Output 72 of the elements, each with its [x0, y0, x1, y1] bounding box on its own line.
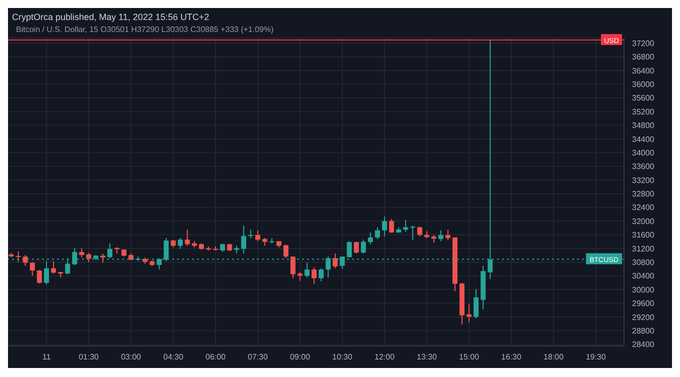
x-tick-label: 19:30: [586, 352, 606, 362]
candlestick: [100, 252, 106, 264]
y-tick-label: 34800: [632, 121, 655, 130]
x-tick-label: 04:30: [163, 352, 184, 362]
x-tick-label: 01:30: [78, 352, 100, 362]
candlestick: [312, 266, 317, 284]
y-tick-label: 30400: [632, 272, 655, 281]
y-tick-label: 34000: [632, 148, 655, 158]
candlestick: [466, 304, 472, 323]
candlestick: [51, 260, 56, 274]
y-tick-label: 32000: [632, 216, 655, 226]
candlestick: [474, 288, 479, 319]
candlestick: [354, 242, 359, 254]
x-tick-label: 06:00: [206, 352, 226, 362]
candlestick: [248, 229, 254, 239]
x-tick-label: 11: [42, 352, 52, 362]
candlestick: [16, 250, 21, 263]
x-tick-label: 13:30: [416, 352, 438, 362]
candlestick: [241, 225, 246, 254]
y-tick-label: 36400: [632, 66, 655, 76]
candlestick: [389, 218, 394, 234]
y-tick-label: 29600: [632, 299, 655, 308]
y-tick-label: 33600: [632, 162, 655, 172]
x-tick-label: 15:00: [459, 352, 480, 362]
y-tick-label: 36800: [632, 52, 655, 62]
candlestick: [318, 268, 324, 282]
y-tick-label: 29200: [632, 312, 655, 322]
candlestick: [438, 230, 444, 242]
chart-title: CryptOrca published, May 11, 2022 15:56 UTC+2: [11, 11, 210, 22]
candlestick: [290, 256, 296, 279]
chart-subtitle: Bitcoin / U.S. Dollar, 15 O30501 H37290 L30303 C30885 +333 (+1.09%): [15, 24, 275, 34]
candlestick: [403, 220, 408, 232]
x-tick-label: 07:30: [248, 352, 268, 362]
candlestick: [445, 229, 450, 241]
y-tick-label: 32400: [632, 203, 655, 212]
y-tick-label: 31200: [632, 244, 655, 254]
x-tick-label: 10:30: [332, 352, 353, 362]
candlestick: [382, 216, 388, 237]
candlestick: [36, 269, 42, 284]
candlestick: [44, 260, 49, 285]
candlestick: [368, 232, 373, 245]
x-tick-label: 16:30: [501, 352, 522, 362]
y-tick-label: 37200: [632, 38, 655, 48]
y-tick-label: 28400: [632, 340, 655, 350]
y-tick-label: 33200: [632, 176, 655, 185]
candlestick: [178, 238, 183, 250]
x-tick-label: 03:00: [120, 352, 142, 362]
y-tick-label: 30800: [632, 258, 655, 267]
candlestick: [360, 239, 366, 254]
candlestick: [374, 226, 380, 240]
y-tick-label: 31600: [632, 230, 655, 240]
candlestick: [332, 252, 338, 269]
candlestick: [79, 247, 84, 258]
x-tick-label: 18:00: [544, 352, 564, 362]
y-tick-label: 36000: [632, 80, 655, 90]
candlestick: [255, 230, 260, 242]
candlestick: [304, 262, 310, 278]
x-tick-label: 09:00: [290, 352, 311, 362]
candlestick: [86, 252, 92, 263]
y-tick-label: 34400: [632, 134, 655, 144]
y-tick-label: 30000: [632, 285, 655, 294]
candlestick: [30, 262, 35, 276]
y-tick-label: 28800: [632, 326, 655, 336]
x-tick-label: 12:00: [374, 352, 396, 362]
candlestick: [283, 244, 288, 259]
y-tick-label: 35200: [632, 107, 655, 116]
candlestick: [410, 225, 416, 241]
candlestick: [184, 229, 190, 246]
candlestick: [22, 254, 28, 266]
y-tick-label: 35600: [632, 94, 655, 103]
y-tick-label: 32800: [632, 190, 655, 199]
candlestick: [417, 226, 422, 237]
